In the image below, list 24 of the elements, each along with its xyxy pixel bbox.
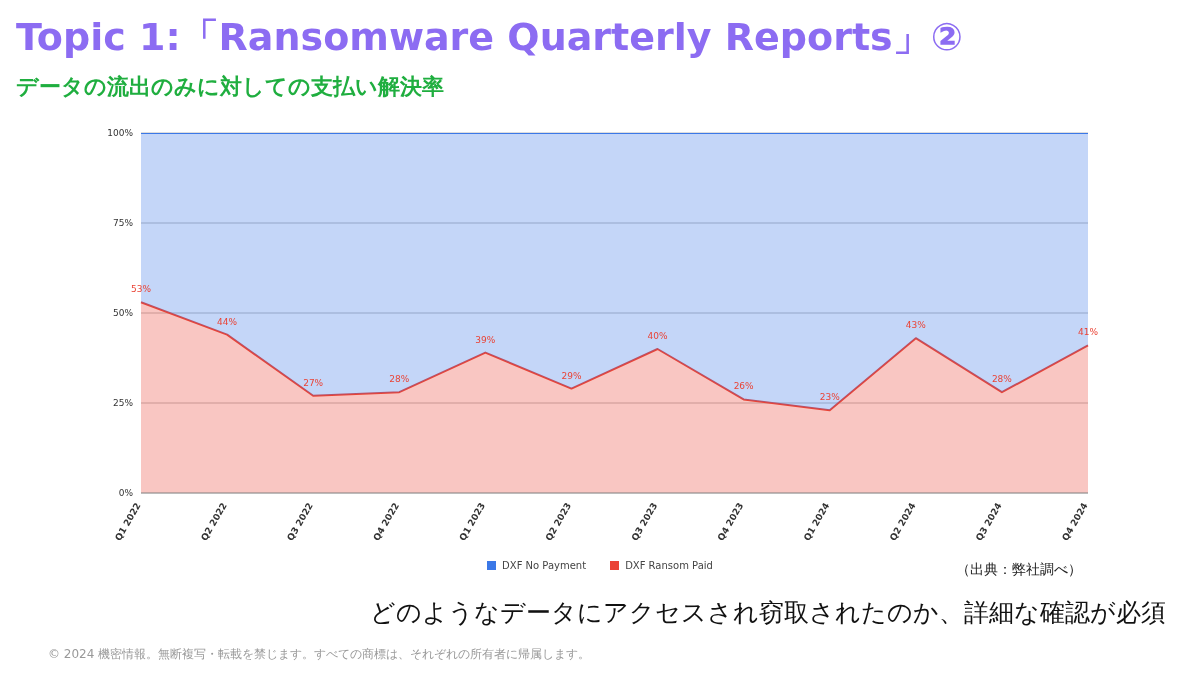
data-label: 40% xyxy=(647,331,668,341)
y-tick-label: 50% xyxy=(112,308,134,319)
data-label: 53% xyxy=(130,284,152,295)
data-label: 28% xyxy=(991,374,1013,385)
legend-label: DXF No Payment xyxy=(501,560,587,571)
data-label: 28% xyxy=(389,374,410,385)
data-label: 39% xyxy=(475,334,496,345)
text: どのようなデータにアクセスされ窃取されたのか、詳細な確認が必須 xyxy=(370,597,1166,629)
data-label: 29% xyxy=(561,370,582,381)
data-label: 27% xyxy=(303,377,324,388)
text: © 2024 機密情報。無断複写・転載を禁じます。すべての商標は、それぞれの所有者に帰属します。 xyxy=(48,646,591,663)
chart-title: Topic 1:「Ransomware Quarterly Reports」② xyxy=(16,14,963,61)
y-tick-label: 100% xyxy=(107,128,134,139)
text: （出典：弊社調べ） xyxy=(956,561,1082,579)
data-label: 26% xyxy=(733,381,755,392)
data-label: 23% xyxy=(819,392,841,403)
y-tick-label: 0% xyxy=(118,488,134,499)
chart-subtitle: データの流出のみに対しての支払い解決率 xyxy=(16,73,444,101)
y-tick-label: 75% xyxy=(112,218,134,229)
data-label: 43% xyxy=(905,320,927,331)
data-label: 41% xyxy=(1077,327,1099,338)
data-label: 44% xyxy=(217,316,238,327)
y-tick-label: 25% xyxy=(112,398,134,409)
legend-label: DXF Ransom Paid xyxy=(624,560,713,571)
